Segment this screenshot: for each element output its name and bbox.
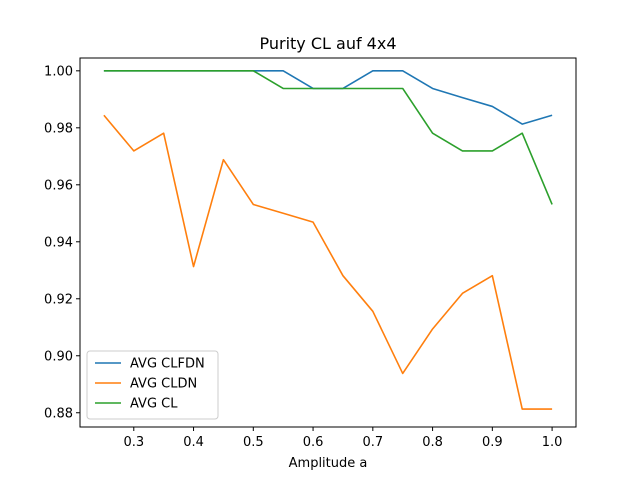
y-tick-label: 0.96 (44, 178, 73, 193)
legend-label: AVG CLDN (130, 377, 197, 392)
x-axis-label: Amplitude a (289, 456, 368, 471)
legend-box (86, 350, 219, 420)
y-tick-label: 0.92 (44, 292, 73, 307)
x-tick-label: 0.8 (422, 435, 443, 450)
y-tick-label: 0.88 (44, 406, 73, 421)
y-tick-label: 0.90 (44, 349, 73, 364)
y-tick-label: 0.98 (44, 121, 73, 136)
chart-title: Purity CL auf 4x4 (259, 34, 396, 53)
x-tick-label: 0.9 (482, 435, 503, 450)
x-tick-label: 0.4 (183, 435, 204, 450)
plot-frame (79, 57, 577, 428)
series-layer (103, 70, 553, 410)
y-tick-label: 1.00 (44, 64, 73, 79)
y-axis: 0.88 0.90 0.92 0.94 0.96 0.98 1.00 (44, 64, 80, 421)
legend: AVG CLFDN AVG CLDN AVG CL (86, 350, 219, 420)
x-tick-label: 0.5 (243, 435, 264, 450)
legend-label: AVG CLFDN (130, 357, 205, 372)
x-tick-label: 1.0 (542, 435, 563, 450)
x-axis: 0.3 0.4 0.5 0.6 0.7 0.8 0.9 1.0 (123, 427, 562, 450)
x-tick-label: 0.7 (362, 435, 383, 450)
legend-label: AVG CL (130, 397, 178, 412)
x-tick-label: 0.6 (303, 435, 324, 450)
series-line-avg-cl (103, 70, 553, 205)
y-tick-label: 0.94 (44, 235, 73, 250)
x-tick-label: 0.3 (123, 435, 144, 450)
series-line-avg-cldn (103, 114, 553, 410)
